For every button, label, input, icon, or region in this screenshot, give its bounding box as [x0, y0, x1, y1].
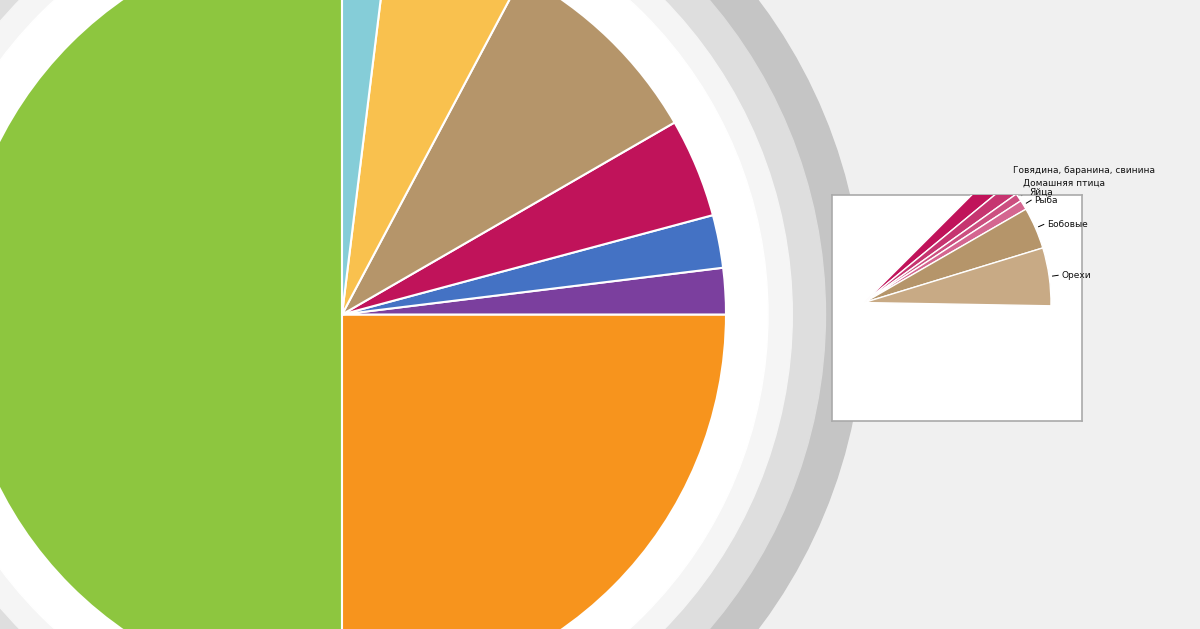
- Text: Говядина, баранина, свинина: Говядина, баранина, свинина: [1013, 166, 1154, 175]
- Text: Орехи: Орехи: [1062, 271, 1091, 280]
- Wedge shape: [864, 248, 1051, 306]
- Wedge shape: [0, 0, 342, 629]
- Wedge shape: [864, 209, 1043, 303]
- Text: Бобовые: Бобовые: [1048, 220, 1088, 229]
- Text: Животные источники белка: Животные источники белка: [588, 289, 794, 303]
- Circle shape: [0, 0, 826, 629]
- Wedge shape: [342, 0, 389, 314]
- Wedge shape: [864, 194, 1021, 303]
- Text: Домашняя птица: Домашняя птица: [1022, 179, 1105, 188]
- Circle shape: [0, 0, 863, 629]
- Wedge shape: [864, 170, 1008, 303]
- Text: Ненасыщенные растительные жиры: Ненасыщенные растительные жиры: [336, 567, 605, 581]
- Wedge shape: [342, 0, 674, 314]
- Text: Цельнозерновые культуры: Цельнозерновые культуры: [468, 36, 686, 52]
- Polygon shape: [600, 319, 750, 398]
- Wedge shape: [342, 268, 726, 314]
- Text: Сахаросодержащие продукты: Сахаросодержащие продукты: [210, 598, 434, 612]
- Wedge shape: [342, 314, 726, 629]
- Text: Растительные источники белка: Растительные источники белка: [588, 361, 842, 375]
- Wedge shape: [342, 123, 713, 314]
- Text: Яйца: Яйца: [1030, 188, 1054, 197]
- Wedge shape: [864, 184, 1016, 303]
- Text: Картофель, батат, маниок: Картофель, батат, маниок: [588, 163, 784, 177]
- Wedge shape: [342, 0, 522, 314]
- Text: Молочные продукты: Молочные продукты: [588, 223, 739, 237]
- Text: Овощи, фрукты: Овощи, фрукты: [48, 58, 174, 74]
- Wedge shape: [342, 215, 724, 314]
- Text: Рыба: Рыба: [1034, 196, 1058, 204]
- Wedge shape: [864, 201, 1026, 303]
- Circle shape: [0, 0, 792, 629]
- Circle shape: [0, 0, 768, 629]
